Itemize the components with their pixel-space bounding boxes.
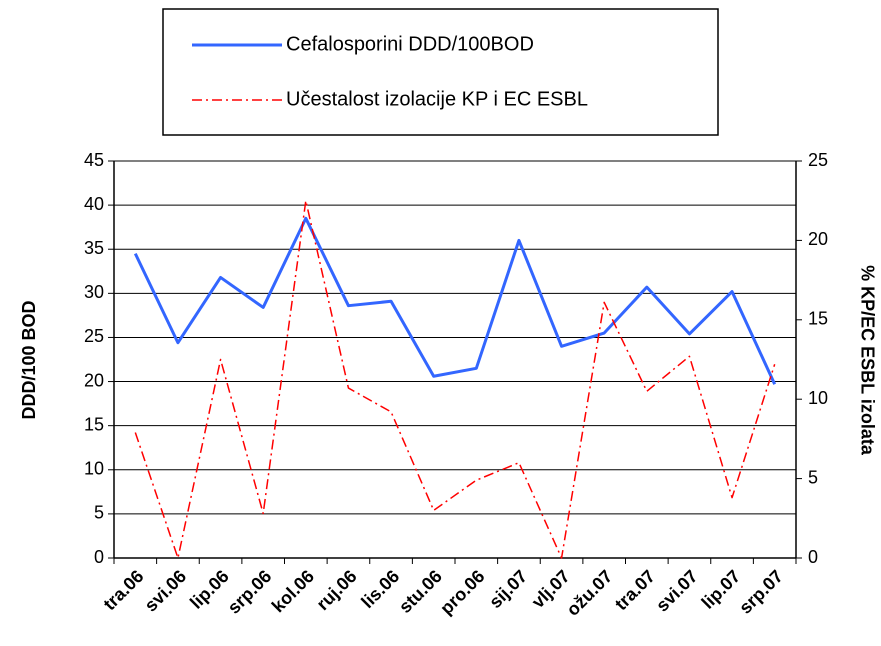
- x-tick-label: ožu.07: [563, 566, 617, 620]
- x-tick-label: tra.07: [611, 566, 659, 614]
- series-line: [134, 199, 776, 559]
- y2-tick-label: 5: [808, 467, 818, 487]
- y2-axis-label: % KP/EC ESBL izolata: [857, 265, 877, 456]
- y-tick-label: 25: [84, 326, 104, 346]
- x-tick-label: tra.06: [99, 566, 147, 614]
- x-tick-label: svi.06: [141, 566, 191, 616]
- y2-tick-label: 20: [808, 229, 828, 249]
- legend-label: Učestalost izolacije KP i EC ESBL: [286, 88, 588, 110]
- series-line: [133, 216, 777, 385]
- y2-tick-label: 25: [808, 150, 828, 170]
- y-tick-label: 30: [84, 282, 104, 302]
- y-tick-label: 40: [84, 194, 104, 214]
- y2-tick-label: 0: [808, 547, 818, 567]
- x-tick-label: sij.07: [485, 566, 531, 612]
- y-tick-label: 35: [84, 238, 104, 258]
- x-tick-label: srp.06: [224, 566, 276, 618]
- x-tick-label: svi.07: [652, 566, 702, 616]
- y2-tick-label: 10: [808, 388, 828, 408]
- x-tick-label: kol.06: [268, 566, 318, 616]
- y-tick-label: 45: [84, 150, 104, 170]
- y-tick-label: 0: [94, 547, 104, 567]
- x-tick-label: pro.06: [436, 566, 488, 618]
- y-axis-label: DDD/100 BOD: [19, 300, 39, 419]
- x-tick-label: srp.07: [735, 566, 787, 618]
- y-tick-label: 15: [84, 414, 104, 434]
- legend-box: [162, 8, 719, 136]
- x-tick-label: stu.06: [395, 566, 446, 617]
- y2-tick-label: 15: [808, 309, 828, 329]
- legend-label: Cefalosporini DDD/100BOD: [286, 33, 534, 55]
- y-tick-label: 10: [84, 459, 104, 479]
- y-tick-label: 5: [94, 503, 104, 523]
- x-tick-label: ruj.06: [313, 566, 361, 614]
- y-tick-label: 20: [84, 370, 104, 390]
